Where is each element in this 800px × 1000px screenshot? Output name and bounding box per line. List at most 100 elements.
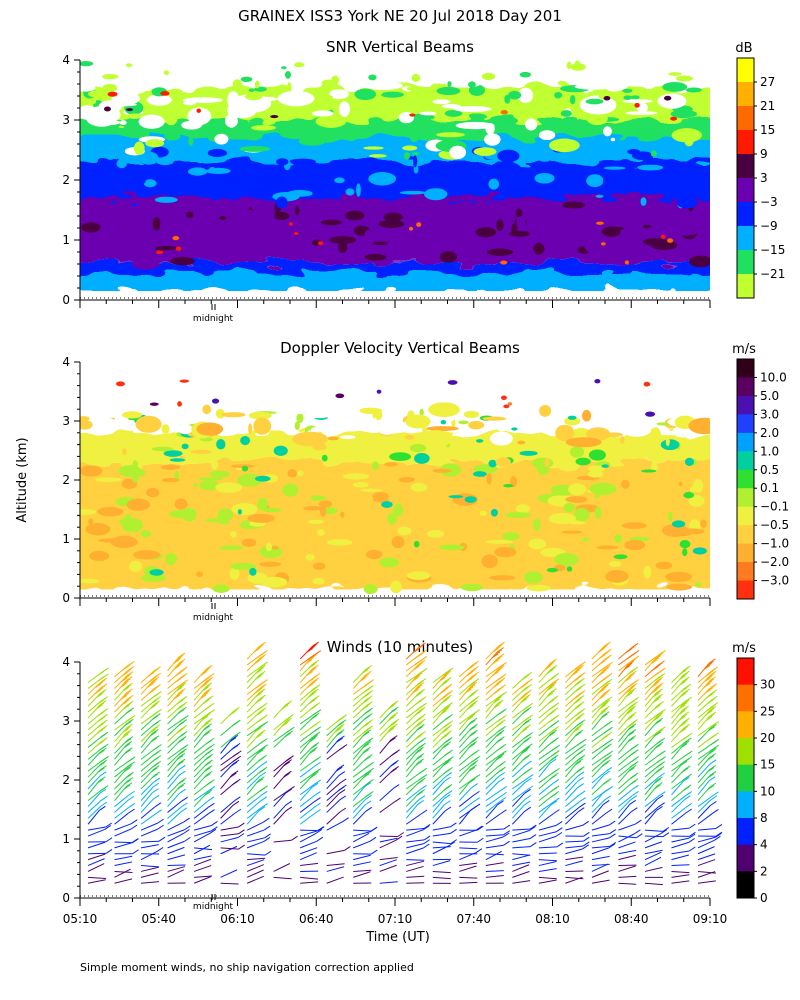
y-tick-label: 2 (62, 773, 70, 787)
wind-barb-flag (524, 788, 531, 794)
wind-barb (512, 828, 531, 831)
wind-barb (220, 826, 239, 831)
colorbar-swatch (737, 202, 754, 227)
wind-barb-flag (604, 740, 611, 746)
wind-barb (379, 837, 398, 843)
wind-barb-flag (157, 818, 164, 824)
wind-barb (459, 862, 478, 867)
wind-barb-flag (310, 643, 317, 649)
wind-barb-flag (336, 717, 343, 723)
wind-barb-flag (285, 757, 292, 762)
field-patch (276, 158, 289, 166)
wind-barb-flag (573, 727, 580, 733)
field-patch (584, 240, 606, 254)
wind-barb-flag (650, 683, 658, 688)
field-patch (620, 68, 651, 84)
wind-barb (565, 668, 578, 683)
wind-barb-flag (414, 722, 422, 728)
wind-barb (671, 837, 690, 843)
field-patch (603, 166, 626, 170)
field-patch (605, 569, 629, 583)
field-patch (566, 61, 572, 70)
wind-barb (458, 795, 474, 807)
field-patch (241, 465, 249, 472)
wind-barb-flag (524, 753, 532, 759)
wind-barb (379, 881, 398, 884)
wind-barb-flag (573, 705, 581, 710)
wind-barb (458, 745, 472, 760)
wind-barb-flag (710, 800, 717, 806)
field-patch (567, 415, 577, 420)
field-patch (666, 583, 693, 591)
wind-barb (352, 733, 366, 748)
wind-barb-flag (468, 712, 476, 718)
wind-barb-flag (179, 688, 186, 694)
wind-barb-flag (389, 702, 397, 708)
field-patch (688, 417, 710, 435)
wind-barb (299, 730, 315, 743)
wind-barb-flag (656, 682, 664, 688)
field-patch (102, 83, 118, 93)
wind-barb (618, 788, 633, 802)
colorbar-label: 2.0 (760, 426, 779, 440)
wind-barb (167, 752, 181, 766)
wind-barb (220, 735, 235, 748)
wind-barb-flag (314, 761, 321, 767)
field-patch (138, 69, 162, 89)
field-patch (657, 93, 687, 109)
colorbar-swatch (737, 451, 754, 471)
colorbar-label: −3 (760, 195, 778, 209)
field-patch (602, 174, 610, 188)
field-patch (372, 409, 383, 421)
wind-barb-flag (99, 805, 106, 811)
wind-barb-flag (178, 758, 186, 764)
wind-barb-flag (205, 687, 212, 693)
wind-barb (565, 705, 579, 719)
wind-barb-flag (183, 829, 190, 834)
wind-barb (326, 866, 345, 872)
wind-barb-flag (364, 780, 372, 786)
wind-barb-flag (546, 686, 553, 692)
wind-barb-flag (395, 835, 403, 841)
wind-barb (379, 764, 393, 778)
wind-barb (618, 674, 631, 689)
wind-barb-flag (522, 696, 529, 702)
wind-barb (591, 863, 610, 867)
wind-barb-flag (609, 842, 617, 847)
wind-barb-flag (306, 683, 314, 689)
field-patch (613, 554, 628, 560)
field-patch (381, 501, 393, 508)
wind-barb-flag (98, 749, 105, 755)
wind-barb-flag (124, 725, 131, 731)
wind-barb-flag (473, 797, 480, 803)
field-patch (102, 411, 121, 418)
wind-barb (618, 739, 631, 754)
wind-barb-flag (500, 809, 507, 815)
wind-barb (485, 870, 504, 872)
field-patch (316, 94, 334, 100)
wind-barb (140, 792, 153, 807)
wind-barb (246, 859, 265, 867)
wind-barb-flag (415, 706, 423, 712)
wind-barb (538, 789, 554, 802)
field-patch (126, 434, 146, 452)
wind-barb-flag (444, 806, 452, 812)
wind-barb (671, 703, 684, 719)
wind-barb-flag (495, 655, 503, 661)
field-patch (660, 439, 680, 451)
field-patch (475, 439, 484, 443)
field-patch (181, 443, 189, 450)
colorbar-swatch (737, 738, 754, 766)
field-patch (656, 422, 671, 426)
wind-barb-flag (255, 669, 262, 675)
wind-barb-flag (709, 764, 717, 770)
wind-barb-flag (314, 802, 321, 808)
wind-barb-flag (522, 755, 530, 761)
wind-barb-flag (99, 786, 107, 792)
wind-barb-flag (418, 688, 425, 694)
wind-barb (406, 860, 424, 867)
wind-barb (485, 875, 504, 878)
field-patch (369, 154, 387, 158)
wind-barb-flag (417, 758, 424, 764)
